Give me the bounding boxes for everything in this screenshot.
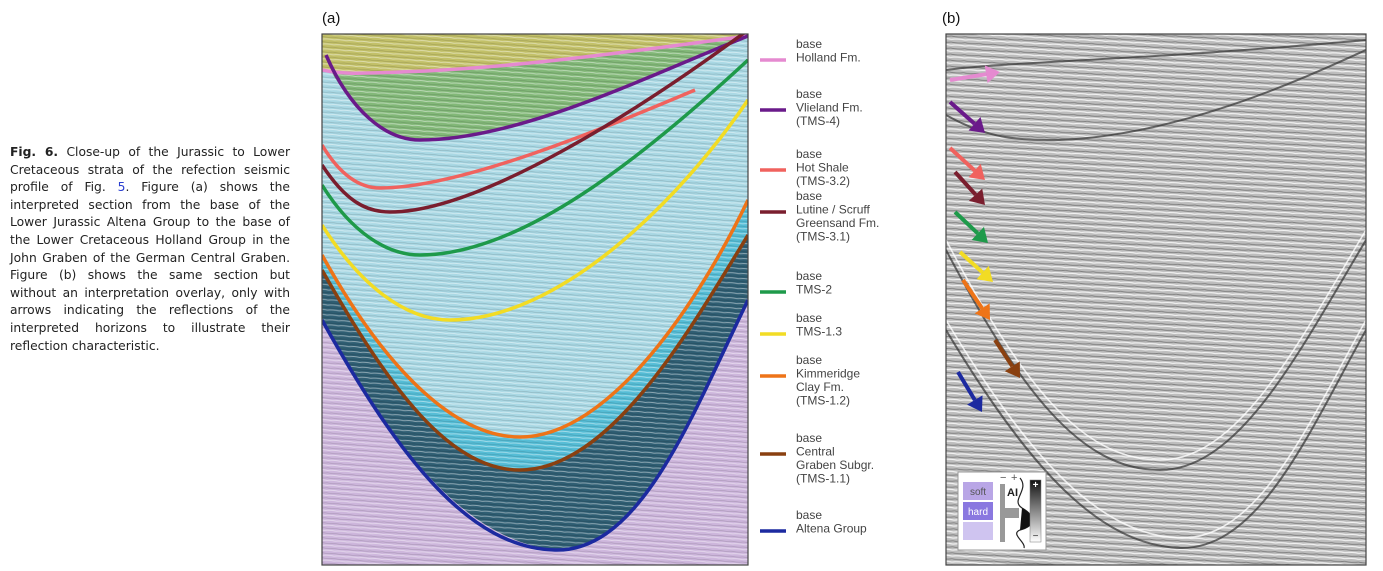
arrow-shaft xyxy=(953,170,978,196)
arrow-shaft xyxy=(961,278,984,310)
arrow-head xyxy=(971,226,988,243)
legend-label: Lutine / Scruff xyxy=(796,203,870,217)
arrow-shaft xyxy=(993,338,1014,368)
legend-label: Vlieland Fm. xyxy=(796,101,863,115)
caption-text: . Figure (a) shows the interpreted secti… xyxy=(10,180,290,353)
legend-label: (TMS-1.1) xyxy=(796,472,850,486)
arrow-head xyxy=(968,116,985,133)
legend-label: base xyxy=(796,311,822,325)
horizon xyxy=(322,34,746,214)
hard-label: hard xyxy=(968,507,988,518)
amplitude-scale xyxy=(1029,479,1042,543)
legend-label: Hot Shale xyxy=(796,161,849,175)
arrow-head xyxy=(1004,361,1020,378)
soft-label: soft xyxy=(970,487,986,498)
legend-label: (TMS-4) xyxy=(796,114,840,128)
panel-label: (b) xyxy=(942,10,960,27)
caption-label: Fig. 6. xyxy=(10,145,59,159)
horizon xyxy=(322,88,696,190)
arrow-head xyxy=(976,265,993,282)
legend-label: base xyxy=(796,147,822,161)
arrow-shaft xyxy=(956,370,977,402)
legend-label: base xyxy=(796,508,822,522)
arrow-head xyxy=(974,303,990,320)
legend-label: base xyxy=(796,37,822,51)
legend-label: Altena Group xyxy=(796,522,867,536)
legend-label: (TMS-1.2) xyxy=(796,394,850,408)
horizon xyxy=(322,34,748,75)
swatch xyxy=(963,522,993,540)
legend-label: Clay Fm. xyxy=(796,380,844,394)
ai-log xyxy=(1000,484,1019,542)
legend-label: Greensand Fm. xyxy=(796,216,879,230)
arrow-shaft xyxy=(948,100,976,126)
horizon xyxy=(322,58,748,257)
scale-minus: − xyxy=(1033,531,1039,542)
legend-label: base xyxy=(796,189,822,203)
horizon xyxy=(322,199,748,439)
legend-label: (TMS-3.2) xyxy=(796,174,850,188)
legend-label: Graben Subgr. xyxy=(796,458,874,472)
arrow-head xyxy=(968,163,985,180)
scale-plus: + xyxy=(1033,480,1039,491)
horizon xyxy=(322,99,748,322)
polarity-inset: soft hard − + AI + − xyxy=(957,471,1047,551)
ai-plus: + xyxy=(1011,472,1017,484)
interpreted-section xyxy=(322,34,748,565)
arrow-head xyxy=(967,395,983,412)
horizon xyxy=(322,299,748,552)
legend-label: TMS-1.3 xyxy=(796,325,842,339)
panel-label: (a) xyxy=(322,10,340,27)
horizon xyxy=(324,34,748,142)
legend-label: Kimmeridge xyxy=(796,367,860,381)
legend-label: TMS-2 xyxy=(796,283,832,297)
caption: Fig. 6. Close-up of the Jurassic to Lowe… xyxy=(10,144,290,355)
soft-swatch xyxy=(963,482,993,500)
hard-swatch xyxy=(963,502,993,520)
caption-text: Close-up of the Jurassic to Lower Cretac… xyxy=(10,145,290,195)
caption-ref[interactable]: 5 xyxy=(117,180,126,195)
legend-label: Central xyxy=(796,445,835,459)
legend-label: Holland Fm. xyxy=(796,51,861,65)
arrow-shaft xyxy=(949,72,987,82)
legend-label: base xyxy=(796,269,822,283)
arrow-shaft xyxy=(948,146,977,173)
horizon xyxy=(322,234,748,472)
arrow-shaft xyxy=(958,250,984,275)
legend-label: base xyxy=(796,431,822,445)
arrow-shaft xyxy=(953,210,980,235)
panel-frame xyxy=(321,33,749,566)
ai-label: AI xyxy=(1007,487,1018,499)
legend-label: (TMS-3.1) xyxy=(796,230,850,244)
arrow-head xyxy=(968,188,985,205)
legend-label: base xyxy=(796,87,822,101)
panel-frame xyxy=(945,33,1367,566)
arrow-head xyxy=(984,65,1000,84)
ai-minus: − xyxy=(1000,472,1006,484)
legend-label: base xyxy=(796,353,822,367)
